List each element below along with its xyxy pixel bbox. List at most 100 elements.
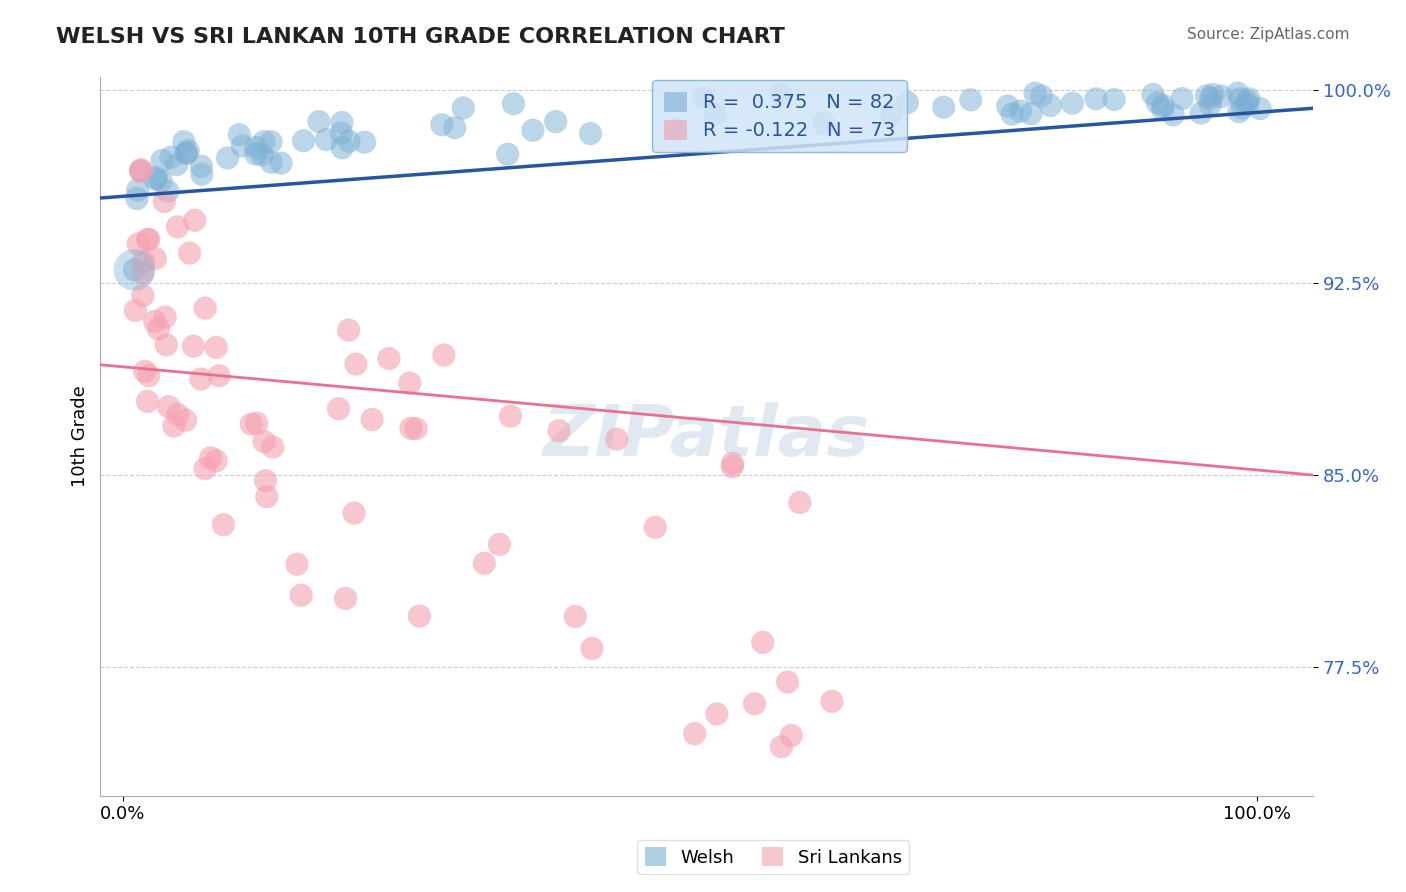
Point [1236, 97, 1258, 112]
Point [1232, 101, 1254, 115]
Point [143, 172, 166, 186]
Point [1001, 107, 1024, 121]
Point [789, 495, 811, 509]
Point [353, 135, 375, 149]
Point [361, 412, 384, 426]
Point [205, 340, 228, 354]
Point [136, 232, 159, 246]
Point [136, 394, 159, 409]
Point [880, 107, 903, 121]
Point [1024, 86, 1046, 100]
Point [721, 456, 744, 470]
Point [156, 184, 179, 198]
Point [253, 135, 276, 149]
Point [212, 517, 235, 532]
Point [896, 95, 918, 110]
Text: ZIPatlas: ZIPatlas [543, 402, 870, 471]
Point [1227, 104, 1250, 119]
Point [1019, 107, 1042, 121]
Point [153, 310, 176, 325]
Point [433, 348, 456, 362]
Point [1062, 96, 1084, 111]
Point [399, 421, 422, 435]
Point [245, 147, 267, 161]
Point [644, 520, 666, 534]
Point [721, 459, 744, 474]
Point [125, 192, 148, 206]
Point [256, 490, 278, 504]
Point [821, 694, 844, 708]
Point [1226, 86, 1249, 100]
Point [132, 266, 155, 280]
Point [166, 158, 188, 172]
Point [1085, 92, 1108, 106]
Point [1199, 97, 1222, 112]
Point [228, 128, 250, 142]
Point [166, 219, 188, 234]
Point [132, 288, 155, 302]
Point [177, 144, 200, 158]
Point [548, 424, 571, 438]
Point [191, 167, 214, 181]
Point [405, 421, 427, 435]
Point [132, 254, 155, 268]
Y-axis label: 10th Grade: 10th Grade [72, 385, 89, 487]
Point [453, 101, 475, 115]
Point [1152, 102, 1174, 116]
Point [1142, 87, 1164, 102]
Point [194, 461, 217, 475]
Point [190, 160, 212, 174]
Point [472, 557, 495, 571]
Point [330, 115, 353, 129]
Point [606, 432, 628, 446]
Point [148, 322, 170, 336]
Point [328, 401, 350, 416]
Point [488, 537, 510, 551]
Point [932, 100, 955, 114]
Point [430, 118, 453, 132]
Point [127, 236, 149, 251]
Point [398, 376, 420, 390]
Point [1202, 87, 1225, 102]
Point [1229, 92, 1251, 106]
Point [194, 301, 217, 315]
Point [129, 162, 152, 177]
Point [308, 114, 330, 128]
Point [692, 90, 714, 104]
Point [292, 134, 315, 148]
Point [176, 146, 198, 161]
Point [959, 93, 981, 107]
Point [129, 164, 152, 178]
Point [751, 635, 773, 649]
Point [496, 147, 519, 161]
Point [253, 434, 276, 449]
Point [1189, 106, 1212, 120]
Point [665, 122, 688, 136]
Text: WELSH VS SRI LANKAN 10TH GRADE CORRELATION CHART: WELSH VS SRI LANKAN 10TH GRADE CORRELATI… [56, 27, 785, 46]
Point [1102, 93, 1125, 107]
Point [173, 135, 195, 149]
Point [250, 148, 273, 162]
Point [163, 419, 186, 434]
Point [1031, 89, 1053, 103]
Legend: Welsh, Sri Lankans: Welsh, Sri Lankans [637, 840, 910, 874]
Point [184, 213, 207, 227]
Point [129, 164, 152, 178]
Point [1010, 104, 1032, 119]
Point [704, 107, 727, 121]
Point [564, 609, 586, 624]
Point [208, 368, 231, 383]
Point [1199, 91, 1222, 105]
Point [138, 368, 160, 383]
Point [254, 474, 277, 488]
Point [335, 591, 357, 606]
Point [1039, 98, 1062, 112]
Point [1152, 98, 1174, 112]
Point [260, 155, 283, 169]
Point [231, 139, 253, 153]
Point [1146, 95, 1168, 110]
Point [522, 123, 544, 137]
Point [124, 263, 146, 277]
Point [337, 134, 360, 148]
Point [183, 339, 205, 353]
